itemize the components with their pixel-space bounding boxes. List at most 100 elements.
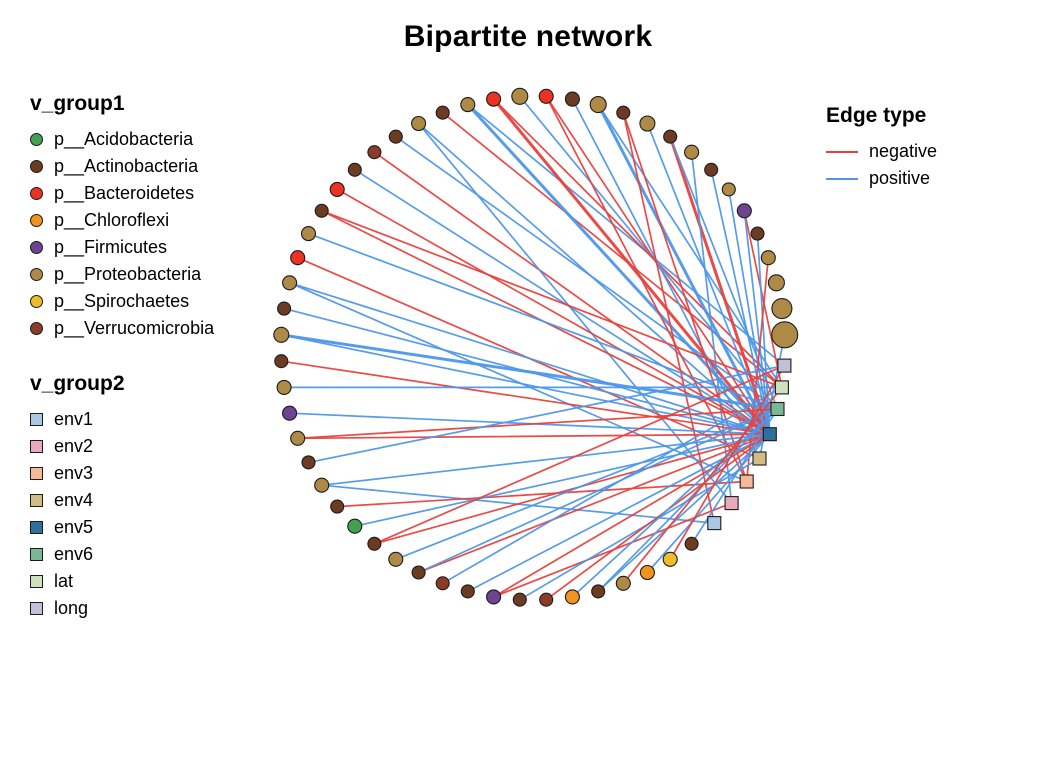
network-edge-positive: [353, 433, 771, 528]
legend-label: p__Acidobacteria: [54, 129, 194, 149]
network-node-p__Proteobacteria-c15: [511, 87, 529, 105]
network-node-long-s_long: [777, 358, 792, 373]
network-edge-positive: [727, 188, 771, 436]
network-edge-positive: [646, 122, 771, 436]
legend-label: p__Chloroflexi: [54, 210, 170, 230]
legend-label: long: [54, 598, 89, 618]
chart-title: Bipartite network: [403, 20, 653, 53]
network-node-env3-s_env3: [739, 474, 754, 489]
network-edge-negative: [545, 433, 771, 601]
network-node-p__Proteobacteria-c39: [388, 551, 404, 567]
edge-legend: Edge type negative positive: [826, 104, 937, 192]
legend-item-p__Spirochaetes: p__Spirochaetes: [30, 288, 214, 315]
legend-label: env3: [54, 463, 94, 483]
edge-swatch-line: [826, 177, 858, 180]
network-node-p__Bacteroidetes-c26: [290, 250, 306, 266]
node-swatch-circle: [30, 187, 43, 200]
network-edge-positive: [518, 457, 761, 601]
network-edge-negative: [280, 360, 771, 436]
network-edge-negative: [320, 209, 783, 389]
network-node-lat-s_lat: [774, 380, 789, 395]
network-edge-negative: [492, 433, 771, 598]
network-node-p__Proteobacteria-c17: [460, 97, 476, 113]
legend-item-p__Chloroflexi: p__Chloroflexi: [30, 207, 214, 234]
network-edge-negative: [336, 480, 748, 508]
legend-item-lat: lat: [30, 568, 214, 595]
legend-item-long: long: [30, 595, 214, 622]
network-node-env2-s_env2: [724, 496, 739, 511]
network-edge-negative: [668, 135, 772, 436]
legend-item-p__Proteobacteria: p__Proteobacteria: [30, 261, 214, 288]
network-node-p__Proteobacteria-c10: [639, 115, 656, 132]
edge-legend-items: negative positive: [826, 138, 937, 192]
network-edge-positive: [646, 433, 771, 574]
legend-label: p__Bacteroidetes: [54, 183, 195, 203]
node-swatch-square: [30, 413, 43, 426]
node-swatch-square: [30, 548, 43, 561]
node-swatch-circle: [30, 268, 43, 281]
node-swatch-square: [30, 440, 43, 453]
network-node-p__Bacteroidetes-c23: [329, 181, 345, 197]
network-edge-negative: [336, 188, 771, 436]
node-swatch-circle: [30, 160, 43, 173]
edge-swatch-line: [826, 150, 858, 153]
network-node-env5-s_env5: [762, 427, 777, 442]
network-edge-positive: [288, 281, 771, 436]
network-node-p__Proteobacteria-c1: [771, 298, 793, 320]
network-node-p__Bacteroidetes-c14: [538, 88, 554, 104]
legend-vgroup2: v_group2 env1 env2 env3 env4 env5 env6 lat long: [30, 372, 214, 622]
network-edge-positive: [307, 364, 786, 464]
legend-label: env5: [54, 517, 94, 537]
node-swatch-circle: [30, 133, 43, 146]
network-edge-positive: [307, 232, 779, 410]
network-edge-positive: [353, 168, 771, 436]
legend-label: env6: [54, 544, 94, 564]
legend-item-env2: env2: [30, 433, 214, 460]
network-edge-positive: [280, 333, 771, 436]
legend-item-env6: env6: [30, 541, 214, 568]
network-node-p__Proteobacteria-c8: [684, 144, 700, 160]
network-node-p__Proteobacteria-c6: [721, 182, 736, 197]
network-edge-negative: [373, 364, 786, 545]
network-edge-negative: [622, 111, 716, 524]
legend-item-p__Acidobacteria: p__Acidobacteria: [30, 126, 214, 153]
legend-item-env4: env4: [30, 487, 214, 514]
legend-item-p__Bacteroidetes: p__Bacteroidetes: [30, 180, 214, 207]
network-node-p__Proteobacteria-c2: [767, 274, 785, 292]
network-node-p__Firmicutes-c5: [736, 203, 752, 219]
network-edge-positive: [571, 408, 779, 598]
network-edge-positive: [596, 103, 772, 436]
network-node-p__Actinobacteria-c11: [616, 105, 631, 120]
network-node-p__Actinobacteria-c36: [330, 499, 345, 514]
network-node-p__Actinobacteria-c4: [750, 226, 765, 241]
network-edge-positive: [466, 433, 771, 593]
network-node-p__Actinobacteria-c38: [367, 536, 382, 551]
legend-item-negative: negative: [826, 138, 937, 165]
legend-item-p__Verrucomicrobia: p__Verrucomicrobia: [30, 315, 214, 342]
network-node-p__Proteobacteria-c33: [290, 430, 306, 446]
legend-vgroup1: v_group1 p__Acidobacteria p__Actinobacter…: [30, 92, 214, 342]
network-edge-positive: [417, 122, 733, 504]
node-legend: v_group1 p__Acidobacteria p__Actinobacter…: [30, 92, 214, 622]
legend-item-env3: env3: [30, 460, 214, 487]
legend-item-env5: env5: [30, 514, 214, 541]
network-node-p__Proteobacteria-c19: [411, 115, 427, 132]
legend-label: env1: [54, 409, 94, 429]
network-edge-positive: [394, 408, 779, 561]
legend-item-p__Firmicutes: p__Firmicutes: [30, 234, 214, 261]
node-swatch-square: [30, 521, 43, 534]
network-node-p__Chloroflexi-c49: [639, 564, 655, 581]
legend-item-p__Actinobacteria: p__Actinobacteria: [30, 153, 214, 180]
network-edge-negative: [669, 364, 786, 561]
network-node-p__Bacteroidetes-c16: [486, 91, 502, 107]
network-node-p__Proteobacteria-c25: [300, 226, 317, 242]
node-swatch-circle: [30, 295, 43, 308]
network-node-p__Proteobacteria-c27: [282, 275, 298, 291]
network-node-env6-s_env6: [770, 401, 785, 417]
legend-vgroup1-items: p__Acidobacteria p__Actinobacteria p__Bact…: [30, 126, 214, 342]
network-edge-positive: [320, 433, 771, 487]
network-node-p__Actinobacteria-c24: [314, 203, 329, 218]
network-node-p__Actinobacteria-c9: [663, 129, 678, 144]
legend-vgroup2-items: env1 env2 env3 env4 env5 env6 lat long: [30, 406, 214, 622]
legend-label: env2: [54, 436, 94, 456]
